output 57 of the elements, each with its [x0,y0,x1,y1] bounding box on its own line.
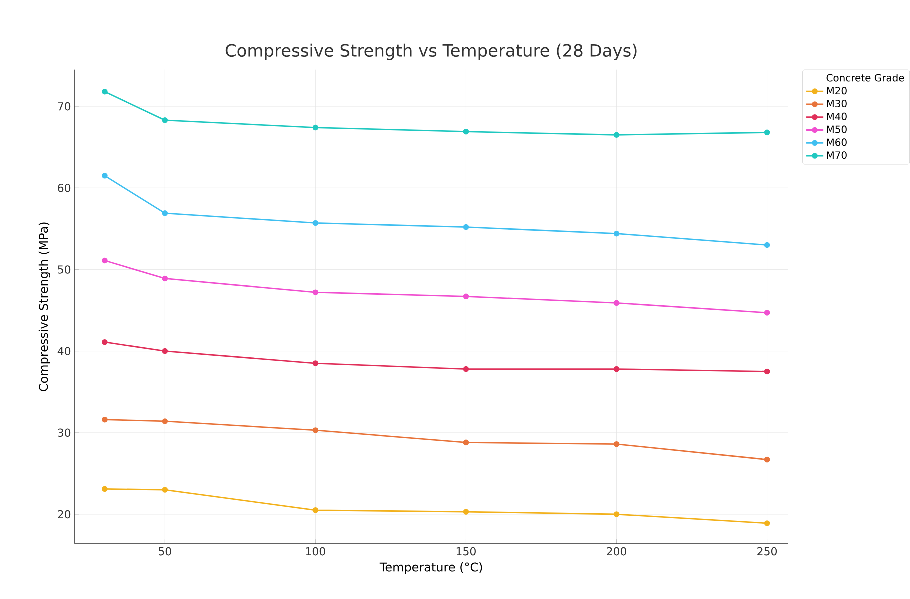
chart-title: Compressive Strength vs Temperature (28 Days) [226,44,637,60]
point [102,173,108,179]
point [614,231,620,237]
y-tick-label: 20 [58,510,71,519]
legend-label: M70 [827,152,847,160]
legend-label: M50 [827,126,847,134]
x-tick-label: 100 [306,548,326,556]
y-tick-label: 40 [58,347,71,356]
point [162,418,168,425]
point [102,340,108,346]
legend-label: M20 [827,87,847,95]
point [162,487,168,494]
point [463,294,470,300]
point [764,242,770,248]
x-tick-label: 250 [758,548,778,556]
legend-label: M40 [827,113,847,121]
point [764,130,770,136]
point [102,486,108,492]
point [312,125,319,131]
point [764,368,770,375]
point [614,132,620,138]
legend-label: M60 [827,138,847,146]
point [463,224,470,230]
legend-label: M30 [827,100,847,108]
y-tick-label: 30 [58,428,71,438]
point [764,310,770,316]
y-tick-label: 70 [58,102,71,111]
point [614,442,620,448]
x-tick-label: 50 [159,548,172,556]
point [162,118,168,124]
point [463,129,470,135]
point [162,210,168,216]
y-axis-title: Compressive Strength (MPa) [38,222,50,392]
y-tick-label: 60 [58,184,71,192]
point [102,417,108,423]
point [312,290,319,296]
point [614,300,620,306]
point [162,348,168,354]
point [764,457,770,463]
point [162,276,168,282]
point [312,508,319,514]
point [312,220,319,226]
point [102,89,108,95]
point [102,258,108,264]
point [312,428,319,434]
point [463,509,470,516]
x-tick-label: 150 [456,548,476,556]
legend-title: Concrete Grade [826,74,904,82]
point [614,366,620,372]
point [463,366,470,372]
point [764,520,770,526]
point [463,440,470,446]
point [312,360,319,367]
x-axis-title: Temperature (°C) [380,562,482,574]
x-tick-label: 200 [607,548,626,556]
point [614,512,620,518]
y-tick-label: 50 [58,266,71,274]
